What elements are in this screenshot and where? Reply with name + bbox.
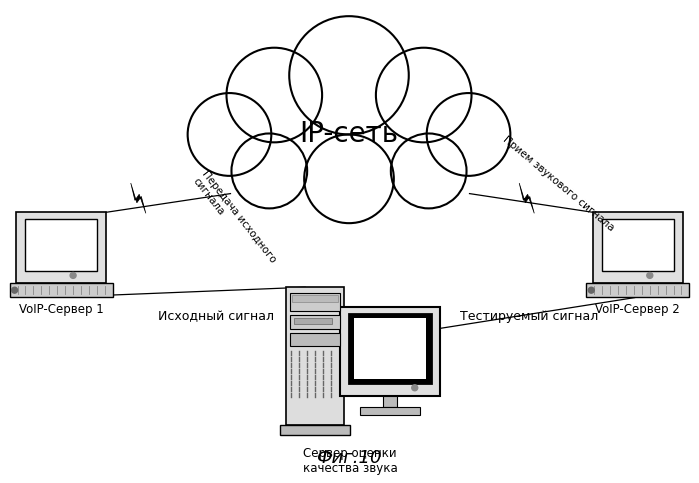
Circle shape: [289, 16, 409, 134]
Circle shape: [231, 133, 307, 208]
Bar: [16, 213, 106, 284]
Text: Прием звукового сигнала: Прием звукового сигнала: [501, 134, 617, 233]
Circle shape: [589, 287, 594, 293]
Polygon shape: [131, 183, 146, 213]
Text: IP-сеть: IP-сеть: [299, 120, 398, 148]
Bar: [349, 314, 431, 383]
Text: Исходный сигнал: Исходный сигнал: [157, 310, 273, 323]
Text: Передача исходного
сигнала: Передача исходного сигнала: [191, 169, 278, 271]
Bar: [25, 219, 97, 270]
Bar: [354, 318, 426, 379]
Polygon shape: [519, 183, 534, 213]
Circle shape: [226, 48, 322, 142]
Circle shape: [187, 93, 271, 176]
Circle shape: [412, 385, 418, 391]
Text: Сервер оценки
качества звука: Сервер оценки качества звука: [303, 447, 397, 475]
Bar: [290, 333, 340, 346]
Circle shape: [391, 133, 466, 208]
Bar: [383, 396, 397, 408]
Text: Тестируемый сигнал: Тестируемый сигнал: [460, 310, 598, 323]
Bar: [360, 408, 419, 415]
Bar: [593, 213, 683, 284]
Bar: [294, 318, 332, 324]
Bar: [287, 287, 344, 425]
Text: Фиг.10: Фиг.10: [316, 449, 382, 467]
Bar: [290, 293, 340, 311]
Text: VoIP-Сервер 2: VoIP-Сервер 2: [596, 303, 680, 316]
Bar: [10, 284, 113, 297]
Circle shape: [376, 48, 472, 142]
Text: VoIP-Сервер 1: VoIP-Сервер 1: [19, 303, 103, 316]
Bar: [292, 295, 338, 302]
Bar: [602, 219, 674, 270]
Bar: [280, 425, 350, 435]
Circle shape: [647, 272, 653, 278]
Bar: [290, 315, 340, 328]
Bar: [340, 307, 440, 396]
Circle shape: [426, 93, 510, 176]
Circle shape: [12, 287, 17, 293]
Bar: [586, 284, 689, 297]
Circle shape: [304, 134, 394, 223]
Circle shape: [70, 272, 76, 278]
